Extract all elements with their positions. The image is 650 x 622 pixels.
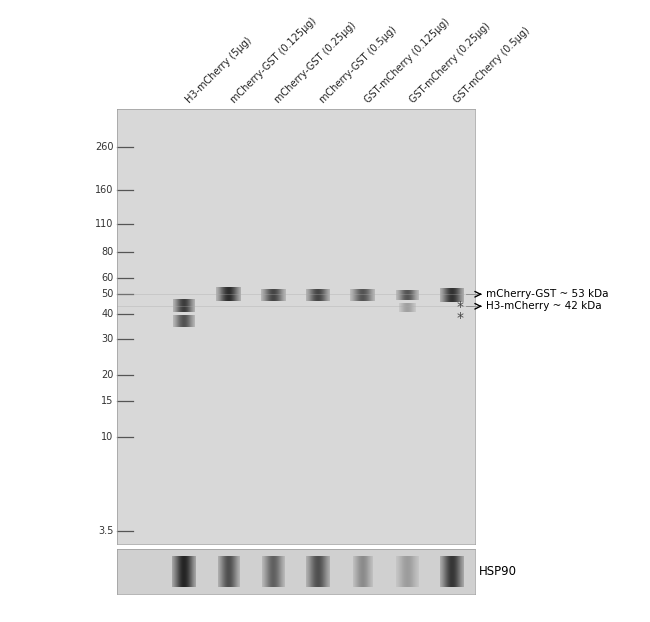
Text: GST-mCherry (0.125μg): GST-mCherry (0.125μg) <box>363 16 451 104</box>
Text: 20: 20 <box>101 371 113 381</box>
Text: 3.5: 3.5 <box>98 526 113 536</box>
Text: GST-mCherry (0.25μg): GST-mCherry (0.25μg) <box>408 21 491 104</box>
Text: HSP90: HSP90 <box>479 565 517 578</box>
Text: GST-mCherry (0.5μg): GST-mCherry (0.5μg) <box>452 25 532 104</box>
Text: 50: 50 <box>101 289 113 299</box>
Text: *: * <box>456 312 463 325</box>
Text: H3-mCherry (5μg): H3-mCherry (5μg) <box>184 35 254 104</box>
Text: 40: 40 <box>101 309 113 318</box>
Text: *: * <box>456 300 463 314</box>
Text: 110: 110 <box>95 219 113 229</box>
Text: mCherry-GST (0.5μg): mCherry-GST (0.5μg) <box>318 24 398 104</box>
Text: 60: 60 <box>101 272 113 282</box>
Text: 10: 10 <box>101 432 113 442</box>
Text: 260: 260 <box>95 142 113 152</box>
Text: mCherry-GST ~ 53 kDa: mCherry-GST ~ 53 kDa <box>486 289 608 299</box>
Text: mCherry-GST (0.25μg): mCherry-GST (0.25μg) <box>274 19 358 104</box>
Text: mCherry-GST (0.125μg): mCherry-GST (0.125μg) <box>229 15 318 104</box>
Text: 160: 160 <box>95 185 113 195</box>
Text: 80: 80 <box>101 247 113 257</box>
Text: H3-mCherry ~ 42 kDa: H3-mCherry ~ 42 kDa <box>486 301 601 311</box>
Text: 15: 15 <box>101 396 113 406</box>
Text: 30: 30 <box>101 335 113 345</box>
